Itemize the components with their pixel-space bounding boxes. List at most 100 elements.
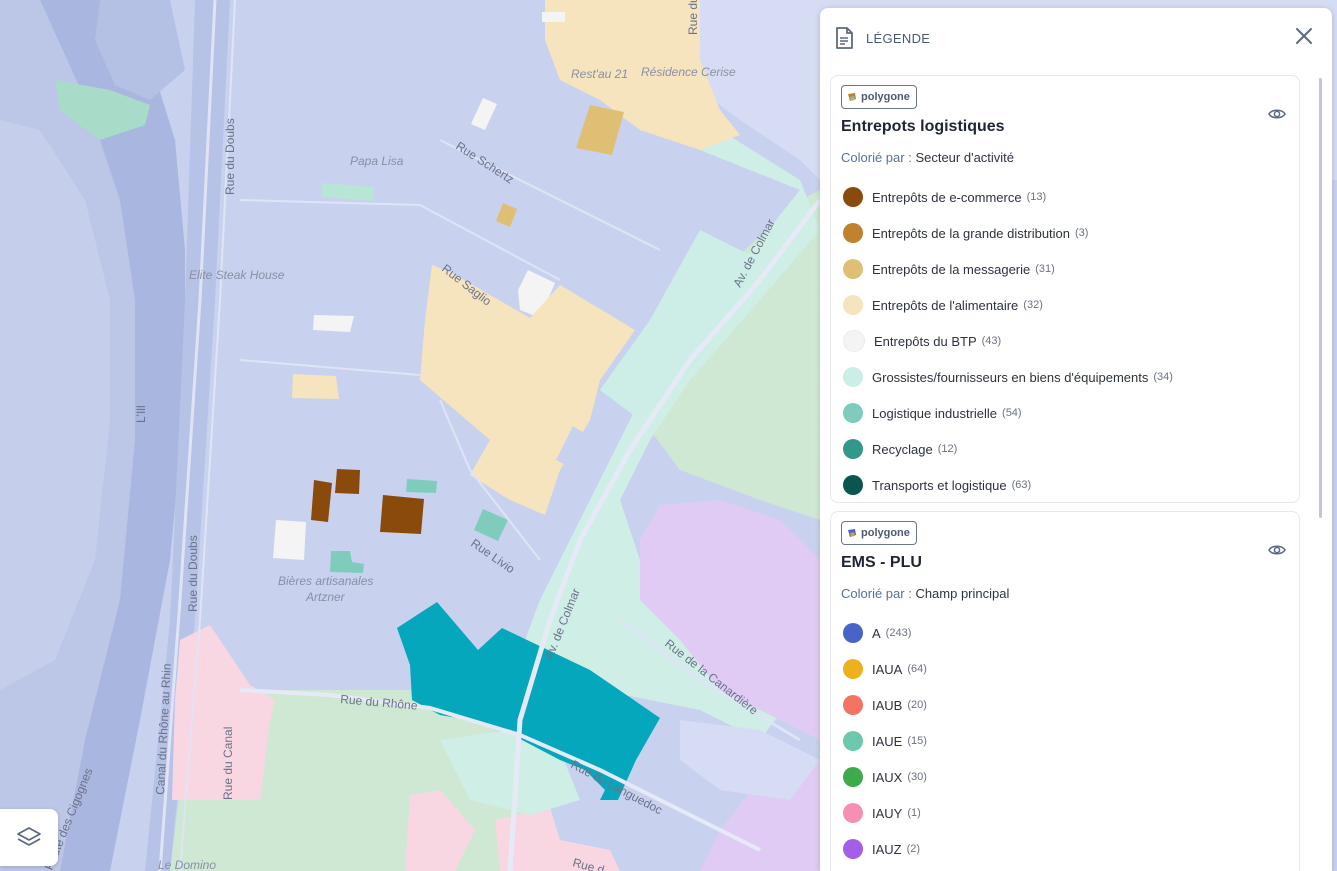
- legend-items: A (243) IAUA (64) IAUB (20) IAUE (15) IAUX (30) IA…: [843, 615, 1291, 867]
- label-rue-du-rhone: Rue du Rhône: [340, 692, 419, 713]
- label-le-domino: Le Domino: [158, 858, 216, 871]
- legend-item-count: (20): [907, 699, 927, 711]
- layers-icon: [17, 826, 41, 846]
- legend-item-label: A: [872, 625, 881, 641]
- color-swatch: [843, 731, 863, 751]
- legend-item-count: (13): [1026, 191, 1047, 203]
- legend-header: LÉGENDE: [820, 8, 1332, 68]
- layer-card-entrepots: polygone Entrepots logistiques Colorié p…: [830, 75, 1300, 503]
- label-bieres-1: Bières artisanales: [278, 574, 373, 588]
- legend-item: Entrepôts de la grande distribution (3): [843, 215, 1291, 251]
- colored-by-value: Champ principal: [915, 586, 1010, 601]
- alimentaire-parcel-2: [292, 374, 339, 399]
- legend-item-count: (32): [1023, 299, 1043, 311]
- colored-by-label: Colorié par :: [841, 586, 912, 601]
- legend-item-count: (30): [907, 771, 927, 783]
- label-bieres-2: Artzner: [305, 590, 346, 604]
- purple-parcel: [640, 500, 820, 740]
- green-parcel: [55, 80, 150, 140]
- road-minor-2: [239, 359, 421, 376]
- white-parcel: [542, 12, 565, 22]
- road-livio: [439, 399, 541, 561]
- legend-item: Recyclage (12): [843, 431, 1291, 467]
- legend-item: Entrepôts du BTP (43): [843, 323, 1291, 359]
- layer-type-badge: polygone: [841, 521, 917, 545]
- yellow-parcel-top: [545, 0, 740, 150]
- color-swatch: [843, 259, 863, 279]
- legend-item-count: (243): [885, 627, 912, 639]
- legend-item-label: IAUA: [872, 661, 903, 677]
- polygon-icon: [848, 93, 856, 101]
- ecommerce-parcel-1: [311, 480, 332, 522]
- road-colmar: [507, 198, 822, 871]
- legend-item-label: Entrepôts de l'alimentaire: [872, 297, 1019, 313]
- legend-item-label: Entrepôts de e-commerce: [872, 189, 1022, 205]
- messagerie-parcel-2: [496, 203, 517, 227]
- legend-item: Entrepôts de la messagerie (31): [843, 251, 1291, 287]
- legend-item-label: Grossistes/fournisseurs en biens d'équip…: [872, 369, 1149, 385]
- road-canardiere: [619, 618, 801, 742]
- legend-scrollbar[interactable]: [1319, 78, 1322, 518]
- color-swatch: [843, 295, 863, 315]
- color-swatch: [843, 623, 863, 643]
- legend-item: IAUE (15): [843, 723, 1291, 759]
- badge-label: polygone: [861, 527, 910, 539]
- legend-item-label: Entrepôts du BTP: [874, 333, 977, 349]
- legend-item: Logistique industrielle (54): [843, 395, 1291, 431]
- label-lill: L'Ill: [134, 405, 148, 423]
- legend-item-count: (63): [1011, 479, 1032, 491]
- btp-parcel-4: [273, 520, 306, 560]
- eye-icon[interactable]: [1267, 104, 1287, 124]
- color-swatch: [843, 187, 863, 207]
- legend-item-label: IAUE: [872, 733, 903, 749]
- legend-item-count: (1): [907, 807, 921, 819]
- legend-item-label: IAUZ: [872, 841, 902, 857]
- label-elite-steak-house: Elite Steak House: [189, 268, 285, 282]
- legend-item-count: (15): [907, 735, 927, 747]
- block-light: [680, 720, 820, 800]
- layers-button[interactable]: [0, 809, 58, 866]
- color-swatch: [843, 839, 863, 859]
- legend-panel: LÉGENDE polygone Entrepots logistiques C…: [820, 8, 1332, 871]
- legend-item: IAUB (20): [843, 687, 1291, 723]
- legend-item-count: (12): [937, 443, 958, 455]
- road-minor: [239, 199, 561, 281]
- legend-item: Entrepôts de l'alimentaire (32): [843, 287, 1291, 323]
- legend-item-count: (54): [1002, 407, 1022, 419]
- color-swatch: [843, 475, 863, 495]
- close-icon[interactable]: [1292, 24, 1316, 48]
- label-canal: Canal du Rhône au Rhin: [153, 663, 174, 795]
- legend-item-label: Recyclage: [872, 441, 933, 457]
- legend-item: A (243): [843, 615, 1291, 651]
- color-swatch: [843, 695, 863, 715]
- legend-item: Grossistes/fournisseurs en biens d'équip…: [843, 359, 1291, 395]
- legend-item-count: (3): [1075, 227, 1089, 239]
- canal-strip: [145, 0, 230, 871]
- legend-item: IAUZ (2): [843, 831, 1291, 867]
- legend-item-count: (64): [907, 663, 927, 675]
- color-swatch: [843, 439, 863, 459]
- label-rue-du-job: Rue du Job: [686, 0, 700, 35]
- legend-item-label: Logistique industrielle: [872, 405, 998, 421]
- teal-parcel: [600, 230, 760, 420]
- color-swatch: [843, 659, 863, 679]
- eye-icon[interactable]: [1267, 540, 1287, 560]
- logistique-parcel-3: [330, 551, 364, 573]
- legend-item-count: (31): [1035, 263, 1055, 275]
- legend-item-label: Entrepôts de la grande distribution: [872, 225, 1071, 241]
- label-rue-du-doubs-top: Rue du Doubs: [223, 118, 237, 195]
- legend-item-count: (34): [1153, 371, 1173, 383]
- legend-item: IAUY (1): [843, 795, 1291, 831]
- alimentaire-parcel: [420, 265, 635, 515]
- legend-item: Transports et logistique (63): [843, 467, 1291, 503]
- label-rue-du-canal: Rue du Canal: [221, 727, 235, 800]
- document-icon: [836, 27, 853, 49]
- legend-item-label: IAUX: [872, 769, 903, 785]
- block-hole: [556, 426, 606, 478]
- colored-by: Colorié par : Secteur d'activité: [841, 150, 1014, 165]
- messagerie-parcel: [576, 105, 624, 155]
- polygon-icon: [848, 529, 856, 537]
- road-doubs-2: [179, 0, 236, 871]
- pink-parcel-3: [495, 808, 620, 871]
- layer-card-plu: polygone EMS - PLU Colorié par : Champ p…: [830, 511, 1300, 871]
